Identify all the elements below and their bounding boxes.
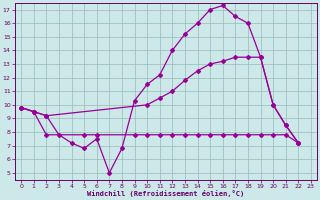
X-axis label: Windchill (Refroidissement éolien,°C): Windchill (Refroidissement éolien,°C) xyxy=(87,190,245,197)
